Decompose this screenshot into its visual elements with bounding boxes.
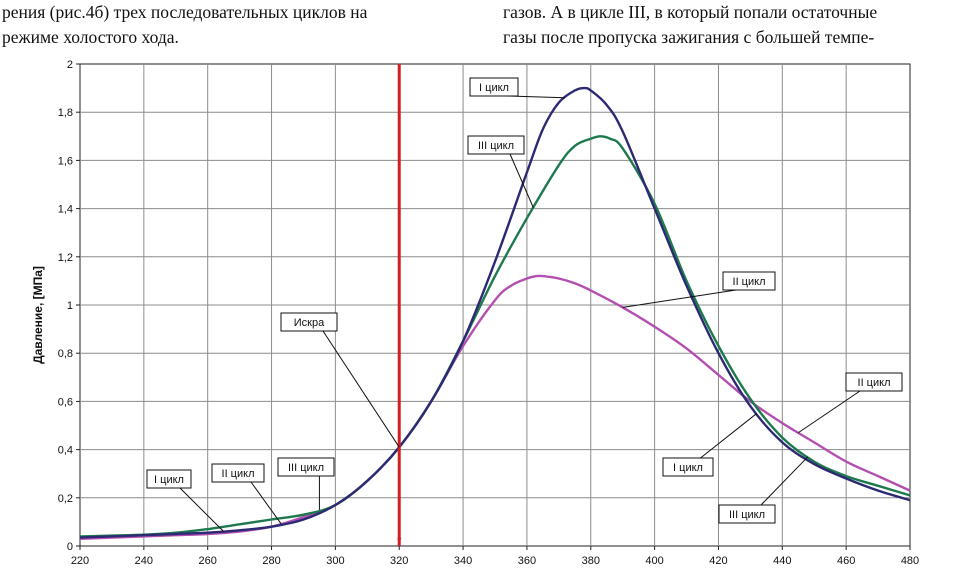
callout-box [845, 372, 903, 392]
callout-label: III цикл [288, 462, 324, 474]
y-tick-label: 0,2 [58, 493, 73, 505]
x-tick-label: 340 [454, 555, 472, 567]
callout-box [467, 135, 525, 155]
series-line [79, 86, 911, 539]
callout-leader [622, 289, 737, 308]
callout-label: II цикл [858, 377, 891, 389]
callout-label: II цикл [222, 468, 255, 480]
callout-label: III цикл [729, 509, 765, 521]
callout-label: Искра [294, 317, 325, 329]
text-column-right: газов. А в цикле III, в который попали о… [503, 0, 877, 50]
series [79, 86, 911, 540]
text-column-left: рения (рис.4б) трех последовательных цик… [2, 0, 367, 50]
callout-box [211, 463, 265, 483]
callout-label: I цикл [154, 474, 184, 486]
y-tick-label: 0,8 [58, 348, 73, 360]
series-line [79, 135, 911, 538]
x-tick-label: 320 [390, 555, 408, 567]
callout-leader [509, 153, 534, 208]
y-tick-label: 0,6 [58, 396, 73, 408]
y-axis-label: Давление, [МПа] [31, 266, 45, 364]
y-tick-label: 1,8 [58, 107, 73, 119]
text-line: газов. А в цикле III, в который попали о… [503, 2, 878, 22]
x-tick-label: 280 [262, 555, 280, 567]
y-tick-label: 1 [67, 300, 73, 312]
x-tick-label: 220 [71, 555, 89, 567]
callout-leader [700, 413, 758, 459]
x-tick-label: 360 [518, 555, 536, 567]
x-tick-label: 300 [326, 555, 344, 567]
x-tick-label: 400 [645, 555, 663, 567]
annotations: I цикл III цикл II цикл II цикл I цикл III ци… [146, 77, 903, 532]
callout-leader [760, 456, 809, 506]
x-tick-label: 380 [582, 555, 600, 567]
axes: 220 240 260 280 300 320 340 360 380 400 420 440 460 4… [31, 59, 919, 567]
text-line: газы после пропуска зажигания с большей … [503, 27, 875, 47]
y-tick-label: 1,4 [58, 204, 73, 216]
callout-leader [797, 390, 861, 434]
spark-marker [397, 64, 402, 546]
spark-arrow [397, 538, 402, 544]
x-tick-label: 480 [901, 555, 919, 567]
x-tick-label: 460 [837, 555, 855, 567]
callout-leader [250, 481, 282, 525]
callout-label: I цикл [673, 462, 703, 474]
callout-box [722, 271, 776, 291]
x-tick-label: 440 [773, 555, 791, 567]
y-tick-label: 1,6 [58, 155, 73, 167]
callout-box [469, 77, 519, 97]
callout-label: I цикл [479, 82, 509, 94]
callout-box [718, 504, 776, 524]
text-line: рения (рис.4б) трех последовательных цик… [2, 2, 368, 22]
y-tick-label: 0 [67, 541, 73, 553]
text-line: режиме холостого хода. [2, 27, 179, 47]
callout-box [146, 469, 192, 489]
callout-box [277, 457, 335, 477]
callout-label: II цикл [733, 276, 766, 288]
x-tick-label: 420 [709, 555, 727, 567]
callout-box [280, 312, 338, 332]
callout-label: III цикл [478, 140, 514, 152]
callout-leader [322, 330, 400, 448]
y-tick-label: 1,2 [58, 252, 73, 264]
y-tick-label: 0,4 [58, 445, 73, 457]
y-tick-label: 2 [67, 59, 73, 71]
callout-box [662, 457, 714, 477]
pressure-chart: 220 240 260 280 300 320 340 360 380 400 420 440 460 4… [31, 59, 919, 567]
x-tick-label: 240 [135, 555, 153, 567]
x-tick-label: 260 [199, 555, 217, 567]
callout-leader [179, 487, 225, 532]
